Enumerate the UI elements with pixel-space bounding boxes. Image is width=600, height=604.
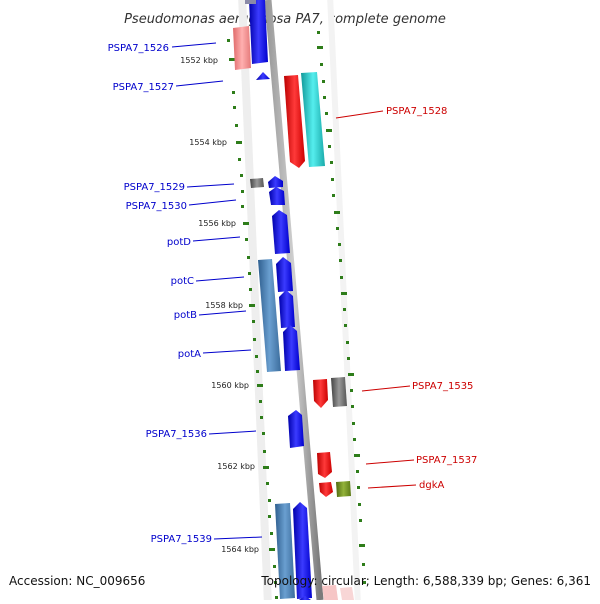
gene-pspa7-1528[interactable] — [284, 75, 305, 168]
gene-pspa7-1530a[interactable] — [268, 176, 283, 188]
gene-label-dgka[interactable]: dgkA — [419, 480, 444, 491]
gene-pspa7-1536[interactable] — [288, 410, 304, 448]
gene-label-pota[interactable]: potA — [178, 349, 201, 360]
gene-pspa7-1529[interactable] — [250, 178, 264, 188]
gene-label-pspa7-1535[interactable]: PSPA7_1535 — [412, 381, 473, 392]
gene-label-pspa7-1536[interactable]: PSPA7_1536 — [146, 429, 207, 440]
gene-top-grey — [245, 0, 256, 4]
gene-pspa7-1530[interactable] — [269, 187, 285, 205]
gene-features — [233, 0, 354, 600]
gene-potb[interactable] — [279, 290, 295, 328]
gene-potd[interactable] — [272, 210, 290, 254]
kbp-label-1564: 1564 kbp — [221, 545, 259, 554]
gene-potc[interactable] — [276, 257, 293, 292]
kbp-labels: 1552 kbp 1554 kbp 1556 kbp 1558 kbp 1560… — [180, 56, 259, 554]
leader-lines — [171, 42, 417, 540]
gene-bottom-blue — [299, 596, 311, 600]
gene-pspa7-1526[interactable] — [233, 26, 251, 70]
gene-pspa7-1539-steel[interactable] — [275, 503, 295, 599]
gene-label-pspa7-1539[interactable]: PSPA7_1539 — [151, 534, 212, 545]
kbp-label-1562: 1562 kbp — [217, 462, 255, 471]
gene-bottom-pink — [322, 585, 338, 600]
gene-label-potb[interactable]: potB — [174, 310, 197, 321]
gene-label-pspa7-1527[interactable]: PSPA7_1527 — [113, 82, 174, 93]
accession-text: Accession: NC_009656 — [9, 574, 145, 588]
gene-label-potd[interactable]: potD — [167, 237, 191, 248]
kbp-label-1554: 1554 kbp — [189, 138, 227, 147]
gene-pspa7-1539[interactable] — [293, 502, 312, 599]
gene-pspa7-1537[interactable] — [317, 452, 332, 478]
tick-marks — [227, 31, 366, 599]
gene-label-pspa7-1530[interactable]: PSPA7_1530 — [126, 201, 187, 212]
ghost-track-left — [238, 0, 272, 604]
gene-labels-right: PSPA7_1528 PSPA7_1535 PSPA7_1537 dgkA — [386, 106, 477, 491]
kbp-label-1552: 1552 kbp — [180, 56, 218, 65]
gene-steel-operon[interactable] — [258, 259, 281, 372]
gene-dgka-olive[interactable] — [336, 481, 351, 497]
gene-label-pspa7-1537[interactable]: PSPA7_1537 — [416, 455, 477, 466]
gene-pspa7-1535[interactable] — [313, 379, 328, 408]
kbp-label-1560: 1560 kbp — [211, 381, 249, 390]
kbp-label-1558: 1558 kbp — [205, 301, 243, 310]
gene-pota[interactable] — [283, 325, 300, 371]
gene-pspa7-1535-grey[interactable] — [331, 377, 347, 407]
gene-pspa7-1527[interactable] — [256, 72, 270, 80]
gene-dgka[interactable] — [319, 482, 333, 497]
ghost-track-right — [327, 0, 361, 604]
genome-backbone — [264, 0, 324, 601]
gene-label-pspa7-1526[interactable]: PSPA7_1526 — [108, 43, 169, 54]
kbp-label-1556: 1556 kbp — [198, 219, 236, 228]
gene-label-pspa7-1528[interactable]: PSPA7_1528 — [386, 106, 447, 117]
gene-pspa7-1528-cyan[interactable] — [301, 72, 325, 167]
gene-bottom-pink2 — [340, 587, 354, 600]
gene-label-potc[interactable]: potC — [171, 276, 194, 287]
gene-labels-left: PSPA7_1526 PSPA7_1527 PSPA7_1529 PSPA7_1… — [108, 43, 212, 545]
gene-label-pspa7-1529[interactable]: PSPA7_1529 — [124, 182, 185, 193]
map-title: Pseudomonas aeruginosa PA7, complete gen… — [124, 12, 446, 27]
topology-text: Topology: circular; Length: 6,588,339 bp… — [260, 574, 591, 588]
gene-pspa7-1526b[interactable] — [249, 0, 268, 64]
